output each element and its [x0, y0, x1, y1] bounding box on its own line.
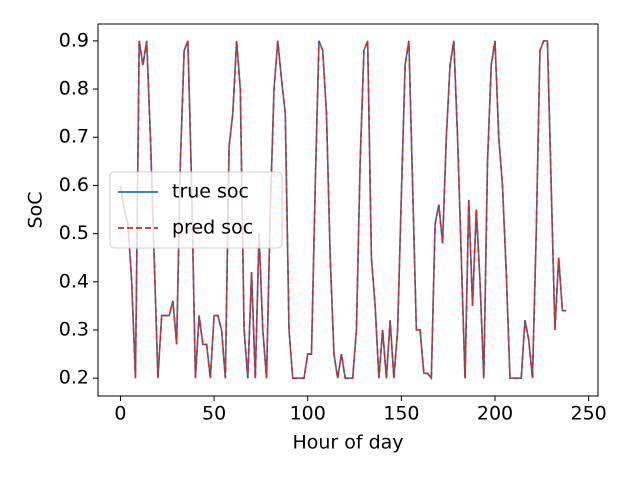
- x-tick-label: 200: [477, 403, 513, 425]
- x-tick-label: 0: [114, 403, 126, 425]
- y-tick-label: 0.3: [59, 318, 89, 340]
- axes-frame: [97, 23, 599, 397]
- x-tick-label: 100: [290, 403, 326, 425]
- legend-label: pred soc: [172, 217, 253, 239]
- y-tick-label: 0.5: [59, 222, 89, 244]
- y-tick-label: 0.6: [59, 174, 89, 196]
- line-series: [119, 40, 567, 381]
- y-tick-label: 0.2: [59, 367, 89, 389]
- y-tick-label: 0.4: [59, 270, 89, 292]
- x-axis-label: Hour of day: [292, 432, 403, 454]
- y-tick-label: 0.9: [59, 29, 89, 51]
- x-tick-label: 50: [202, 403, 226, 425]
- legend-box: [109, 171, 283, 249]
- y-tick-label: 0.8: [59, 78, 89, 100]
- x-tick-label: 150: [383, 403, 419, 425]
- y-tick-label: 0.7: [59, 126, 89, 148]
- y-axis-label: SoC: [25, 192, 47, 229]
- x-tick-label: 250: [571, 403, 607, 425]
- legend-label: true soc: [172, 181, 249, 203]
